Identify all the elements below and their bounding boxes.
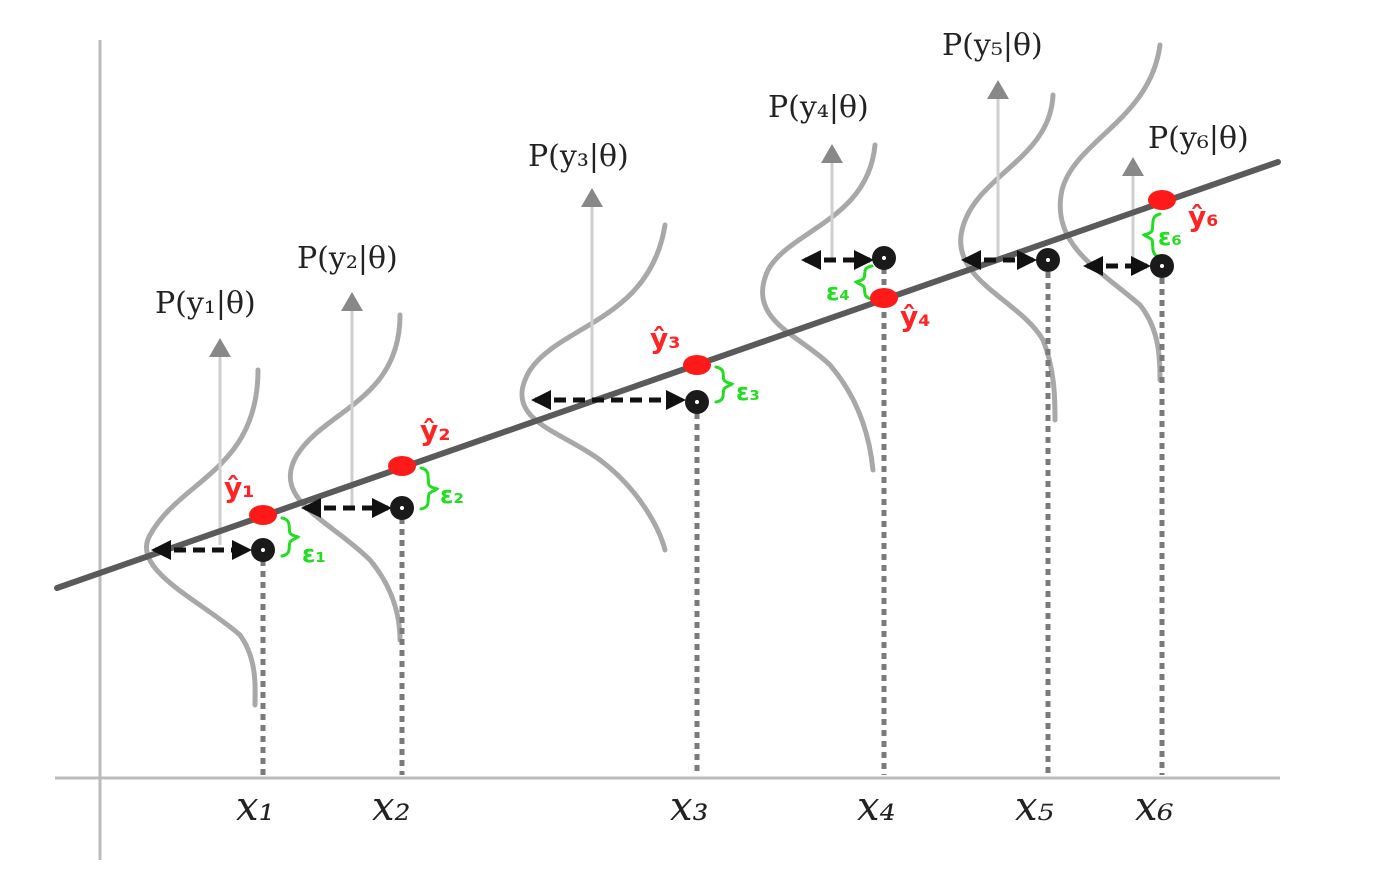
x-label-4: x₄ [857, 784, 896, 830]
prob-label-5: P(y₅|θ) [942, 28, 1043, 63]
error-brace-3 [714, 365, 735, 404]
prediction-points [249, 190, 1176, 525]
prob-label-6: P(y₆|θ) [1148, 121, 1249, 156]
error-brace-4 [853, 264, 874, 301]
gaussian-curve-3 [519, 222, 668, 553]
up-arrow-head-4 [821, 144, 843, 163]
error-brace-1 [280, 516, 301, 558]
error-braces [280, 212, 1162, 558]
yhat-label-4: ŷ₄ [900, 300, 931, 333]
gaussian-curve-6 [1057, 42, 1163, 383]
prediction-point-1 [249, 505, 277, 525]
prediction-point-6 [1148, 190, 1176, 210]
x-label-1: x₁ [236, 784, 275, 830]
up-arrow-head-2 [341, 292, 363, 311]
prob-label-4: P(y₄|θ) [768, 90, 869, 125]
error-brace-6 [1141, 212, 1162, 259]
gaussian-curve-4 [760, 142, 878, 473]
x-label-5: x₅ [1015, 784, 1054, 830]
prob-label-2: P(y₂|θ) [297, 241, 398, 276]
error-label-4: ε₄ [826, 278, 850, 306]
horizontal-arrows [151, 250, 1151, 560]
error-label-3: ε₃ [736, 378, 760, 406]
yhat-label-1: ŷ₁ [224, 471, 255, 504]
up-arrow-head-3 [581, 188, 603, 207]
gaussian-curve-1 [144, 367, 261, 708]
prediction-point-2 [388, 456, 416, 476]
error-label-2: ε₂ [440, 481, 464, 509]
error-label-6: ε₆ [1158, 223, 1182, 251]
error-brace-2 [419, 466, 440, 511]
yhat-label-6: ŷ₆ [1188, 200, 1219, 233]
drop-lines [260, 268, 1165, 775]
gaussian-curves [144, 42, 1163, 708]
up-arrows [209, 80, 1144, 545]
yhat-label-2: ŷ₂ [420, 414, 451, 447]
gaussian-curve-2 [287, 312, 403, 643]
x-label-6: x₆ [1135, 784, 1174, 830]
up-arrow-head-5 [987, 80, 1009, 99]
up-arrow-head-6 [1122, 157, 1144, 176]
observed-points [251, 246, 1174, 562]
prediction-point-3 [683, 355, 711, 375]
prob-label-3: P(y₃|θ) [528, 139, 629, 174]
x-label-2: x₂ [372, 784, 411, 830]
yhat-label-3: ŷ₃ [650, 322, 681, 355]
x-label-3: x₃ [670, 784, 709, 830]
up-arrow-head-1 [209, 338, 231, 357]
prediction-point-4 [870, 288, 898, 308]
prob-label-1: P(y₁|θ) [155, 286, 256, 321]
regression-line [54, 159, 1281, 591]
error-label-1: ε₁ [302, 540, 326, 568]
